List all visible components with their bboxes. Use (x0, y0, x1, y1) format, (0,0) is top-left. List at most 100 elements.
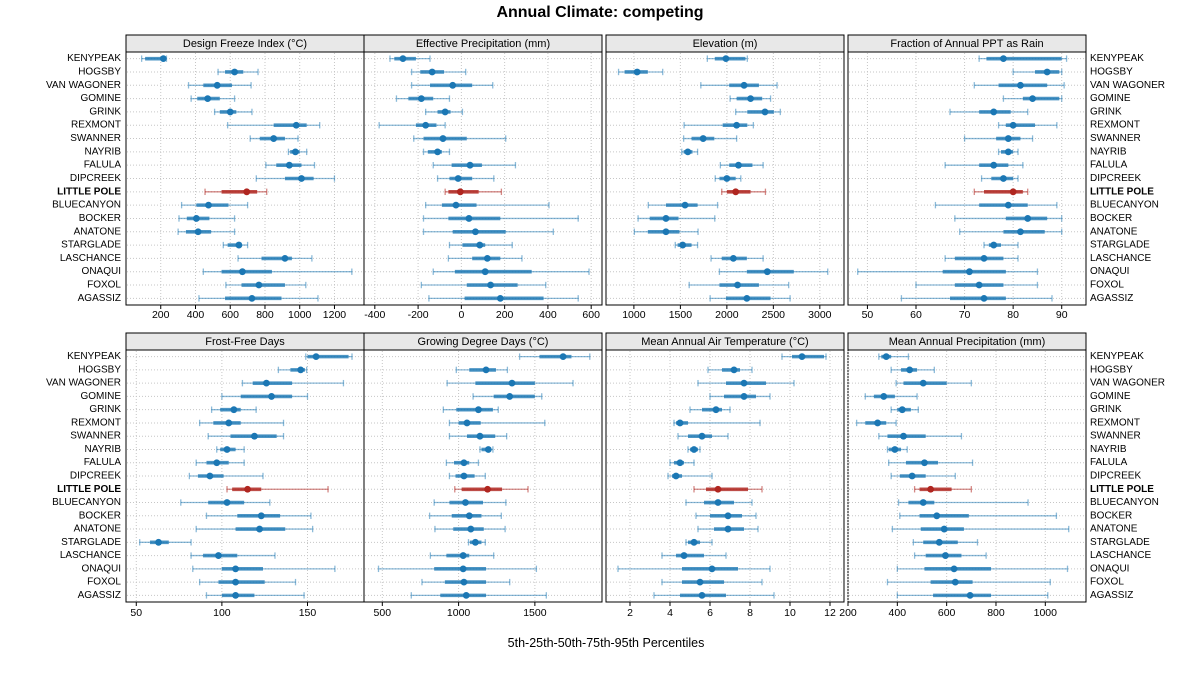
station-label-left: REXMONT (71, 417, 121, 428)
station-series-bocker (899, 512, 1058, 520)
station-series-bluecanyon (425, 201, 550, 209)
median-dot (900, 432, 907, 440)
axis-tick-label: 500 (374, 607, 392, 619)
station-series-laschance (190, 552, 276, 559)
median-dot (484, 446, 492, 453)
median-dot (891, 446, 899, 453)
station-series-dipcreek (188, 472, 264, 480)
station-series-kenypeak (978, 55, 1068, 63)
station-series-agassiz (198, 294, 319, 302)
panel-growing-degree-days-c: Growing Degree Days (°C) 500 1000 1500 (363, 332, 603, 619)
median-dot (243, 188, 251, 196)
station-series-starglade (222, 241, 249, 249)
median-dot (698, 591, 706, 599)
station-label-left: AGASSIZ (78, 590, 121, 601)
median-dot (225, 419, 233, 427)
station-series-kenypeak (706, 55, 748, 63)
median-dot (662, 228, 670, 236)
station-label-left: HOGSBY (78, 364, 121, 375)
median-dot (743, 294, 751, 302)
station-label-right: ANATONE (1090, 524, 1138, 535)
station-series-falula (669, 459, 695, 467)
median-dot (679, 241, 687, 249)
station-series-hogsby (455, 366, 509, 374)
station-series-dipcreek (714, 175, 742, 182)
median-dot (722, 55, 730, 63)
station-series-laschance (710, 254, 764, 262)
station-label-left: ANATONE (74, 226, 122, 237)
median-dot (696, 578, 704, 586)
station-label-right: BOCKER (1090, 510, 1132, 521)
station-series-kenypeak (878, 353, 910, 361)
station-series-gomine (221, 393, 309, 400)
median-dot (487, 281, 494, 289)
station-series-little-pole (204, 188, 268, 196)
median-dot (238, 268, 246, 276)
station-label-left: LASCHANCE (60, 253, 121, 264)
station-label-right: KENYPEAK (1090, 351, 1144, 362)
station-series-foxol (421, 578, 511, 586)
station-series-foxol (915, 281, 1039, 289)
station-series-swanner (207, 432, 285, 440)
median-dot (205, 201, 212, 209)
axis-tick-label: 50 (130, 607, 142, 619)
median-dot (231, 68, 238, 76)
station-series-bluecanyon (180, 499, 271, 506)
axis-tick-label: 200 (839, 607, 857, 619)
axis-tick-label: -400 (364, 309, 385, 321)
median-dot (633, 68, 641, 76)
station-label-right: FOXOL (1090, 280, 1124, 291)
median-dot (975, 281, 983, 289)
median-dot (459, 552, 467, 559)
station-series-hogsby (890, 366, 935, 374)
median-dot (422, 121, 430, 129)
station-series-foxol (225, 281, 307, 289)
median-dot (1000, 55, 1007, 63)
median-dot (908, 472, 916, 480)
station-series-bluecanyon (433, 499, 507, 506)
axis-tick-label: 50 (862, 309, 874, 321)
station-label-right: AGASSIZ (1090, 293, 1133, 304)
station-label-left: REXMONT (71, 120, 121, 131)
station-series-starglade (912, 538, 979, 546)
station-series-agassiz (205, 591, 305, 599)
station-series-little-pole (973, 188, 1029, 196)
station-series-nayrib (479, 446, 494, 453)
station-series-kenypeak (518, 353, 591, 361)
station-series-little-pole (721, 188, 767, 196)
median-dot (230, 406, 238, 414)
median-dot (906, 366, 914, 374)
station-label-right: GOMINE (1090, 93, 1131, 104)
median-dot (732, 188, 740, 196)
station-series-nayrib (681, 148, 699, 156)
panel-strip-title: Growing Degree Days (°C) (418, 336, 549, 348)
station-series-laschance (913, 552, 987, 559)
percentiles-axis-caption: 5th-25th-50th-75th-95th Percentiles (507, 636, 705, 650)
station-label-left: VAN WAGONER (46, 378, 121, 389)
median-dot (298, 175, 305, 182)
station-label-right: GRINK (1090, 404, 1122, 415)
station-series-grink (442, 406, 499, 414)
station-label-right: LITTLE POLE (1090, 484, 1154, 495)
chart-title: Annual Climate: competing (496, 4, 704, 21)
axis-tick-label: 600 (221, 309, 239, 321)
axis-tick-label: -200 (408, 309, 429, 321)
station-label-right: ONAQUI (1090, 266, 1129, 277)
median-dot (935, 538, 943, 546)
station-label-right: ONAQUI (1090, 563, 1129, 574)
station-series-onaqui (617, 565, 771, 573)
station-series-swanner (963, 135, 1034, 142)
station-label-left: GOMINE (80, 391, 121, 402)
station-series-laschance (237, 254, 313, 262)
median-dot (467, 525, 475, 533)
station-label-left: SWANNER (70, 431, 121, 442)
median-dot (223, 499, 231, 506)
station-label-right: KENYPEAK (1090, 53, 1144, 64)
median-dot (723, 175, 731, 182)
median-dot (672, 472, 680, 480)
station-label-left: VAN WAGONER (46, 80, 121, 91)
station-series-van-wagoner (700, 81, 778, 89)
median-dot (990, 108, 998, 116)
axis-tick-label: 1000 (447, 607, 471, 619)
